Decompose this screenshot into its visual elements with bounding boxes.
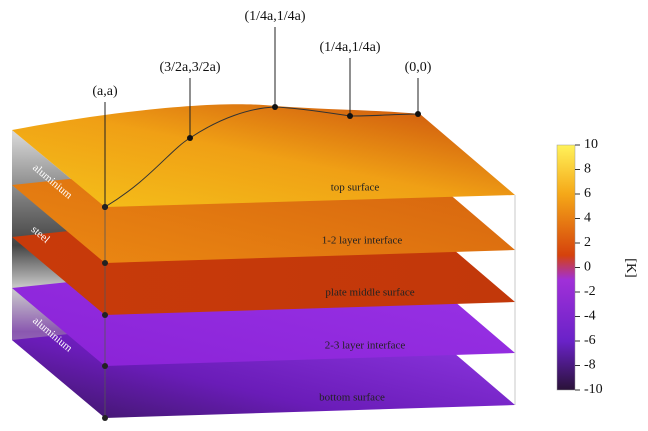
layer-label: plate middle surface [325, 287, 414, 299]
colorbar [557, 145, 575, 390]
tick-label: -2 [584, 284, 596, 299]
tick-label: -6 [584, 333, 596, 348]
layer-dot [102, 204, 108, 210]
point-dot [187, 135, 193, 141]
layer-surface [12, 104, 515, 207]
tick-label: 6 [584, 186, 591, 201]
layer-label: 2-3 layer interface [325, 340, 406, 352]
layer-dot [102, 312, 108, 318]
tick-label: 8 [584, 162, 591, 177]
layer-label: bottom surface [319, 392, 385, 404]
point-dot [272, 104, 278, 110]
tick-label: -8 [584, 358, 596, 373]
point-label: (3/2a,3/2a) [159, 60, 220, 75]
layer-label: top surface [331, 182, 380, 194]
tick-label: 0 [584, 260, 591, 275]
layer-label: 1-2 layer interface [322, 235, 403, 247]
tick-label: -4 [584, 309, 596, 324]
figure: top surface 1-2 layer interface plate mi… [0, 0, 648, 426]
point-label: (1/4a,1/4a) [319, 40, 380, 55]
point-label: (1/4a,1/4a) [244, 9, 305, 24]
point-label: (a,a) [92, 84, 118, 99]
tick-label: 4 [584, 211, 591, 226]
tick-label: 10 [584, 137, 598, 152]
layer-dot [102, 260, 108, 266]
tick-label: 2 [584, 235, 591, 250]
point-dot [415, 111, 421, 117]
layer-dot [102, 363, 108, 369]
point-label: (0,0) [405, 60, 432, 75]
tick-label: -10 [584, 382, 603, 397]
layer-dot [102, 415, 108, 421]
colorbar-unit: [K] [623, 258, 638, 277]
point-dot [347, 113, 353, 119]
